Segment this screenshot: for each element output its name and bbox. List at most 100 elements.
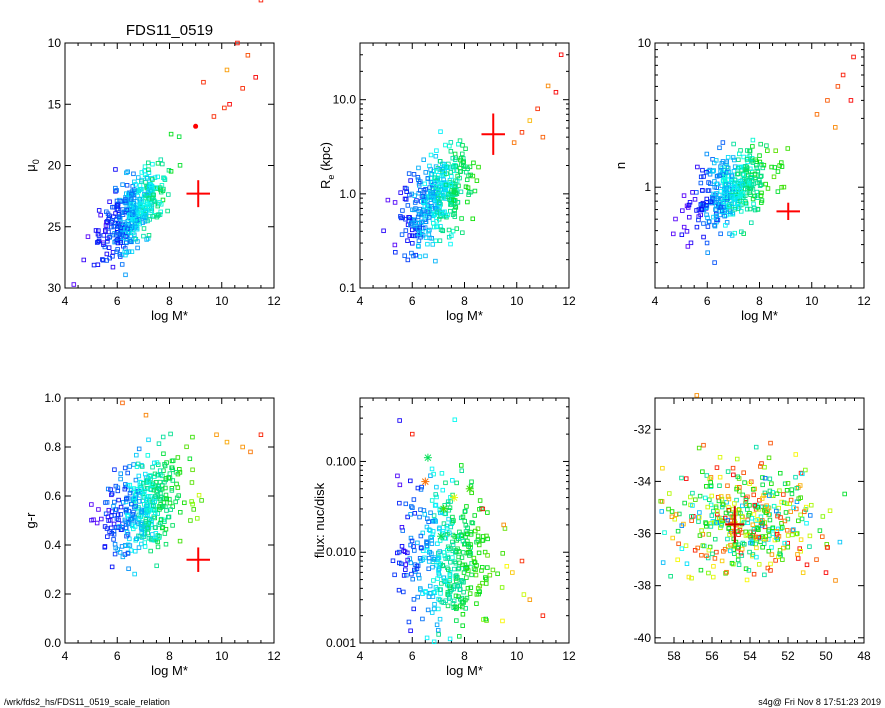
x-tick-label: 52	[781, 649, 795, 663]
scatter-point	[431, 578, 436, 583]
scatter-point	[415, 540, 420, 546]
scatter-point	[425, 228, 431, 234]
scatter-point	[706, 180, 711, 185]
scatter-point	[465, 199, 470, 205]
scatter-point	[790, 528, 795, 533]
scatter-point	[120, 500, 126, 505]
scatter-point	[781, 500, 787, 506]
scatter-point	[662, 530, 667, 535]
scatter-point	[427, 583, 433, 589]
scatter-point	[700, 167, 705, 173]
scatter-point	[502, 526, 508, 531]
x-tick-label: 8	[756, 294, 763, 308]
scatter-point	[796, 496, 801, 501]
scatter-point	[731, 157, 737, 163]
scatter-point	[779, 185, 784, 190]
scatter-point	[381, 228, 386, 234]
scatter-point	[114, 188, 119, 193]
scatter-point	[124, 170, 129, 176]
scatter-point	[451, 189, 457, 195]
scatter-point	[398, 214, 403, 219]
scatter-point	[699, 207, 704, 212]
scatter-point	[436, 526, 442, 532]
scatter-point	[500, 551, 505, 556]
scatter-point	[751, 492, 756, 498]
scatter-point	[454, 573, 459, 578]
scatter-point	[417, 254, 423, 259]
scatter-point	[426, 215, 432, 220]
scatter-point	[739, 514, 745, 519]
scatter-point	[755, 517, 760, 522]
scatter-point	[170, 523, 175, 528]
scatter-point	[187, 456, 193, 462]
scatter-point	[412, 567, 417, 573]
scatter-point	[143, 179, 148, 185]
scatter-point	[162, 176, 167, 181]
scatter-point	[434, 484, 439, 490]
scatter-point	[127, 482, 133, 488]
scatter-point	[708, 524, 714, 529]
scatter-point	[475, 533, 481, 539]
scatter-point	[731, 201, 737, 206]
x-tick-label: 10	[215, 294, 229, 308]
scatter-point	[468, 542, 473, 547]
scatter-point	[168, 431, 173, 437]
scatter-point	[706, 570, 711, 576]
scatter-point	[714, 465, 720, 470]
scatter-point	[740, 503, 745, 509]
scatter-point	[403, 228, 409, 233]
scatter-point	[148, 182, 154, 187]
scatter-point	[390, 558, 396, 563]
scatter-point	[85, 234, 91, 239]
scatter-point	[410, 576, 415, 582]
scatter-point	[417, 575, 422, 581]
scatter-point	[750, 522, 756, 528]
scatter-point	[718, 204, 724, 210]
scatter-point	[124, 529, 130, 535]
scatter-point	[728, 542, 733, 548]
extra-marker	[193, 123, 199, 129]
scatter-point	[433, 502, 439, 508]
scatter-point	[115, 240, 121, 246]
scatter-point	[393, 249, 398, 255]
scatter-point	[137, 183, 143, 188]
scatter-point	[443, 142, 448, 148]
scatter-point	[138, 514, 143, 519]
y-tick-label: 0.0	[44, 636, 61, 650]
scatter-point	[804, 562, 810, 568]
x-tick-label: 8	[461, 649, 468, 663]
scatter-point	[432, 503, 438, 508]
scatter-point	[747, 549, 752, 555]
scatter-point	[765, 148, 770, 153]
scatter-point	[694, 393, 700, 398]
scatter-point	[736, 532, 741, 537]
scatter-point	[751, 527, 757, 532]
scatter-point	[139, 179, 144, 184]
scatter-point	[410, 207, 415, 212]
scatter-point	[724, 188, 729, 194]
scatter-point	[666, 506, 671, 512]
scatter-point	[115, 223, 121, 228]
scatter-point	[696, 445, 702, 451]
x-tick-label: 12	[562, 649, 576, 663]
scatter-point	[735, 557, 741, 563]
highlight-galaxy-marker	[725, 506, 745, 543]
scatter-point	[450, 228, 456, 234]
scatter-point	[749, 515, 755, 521]
scatter-point	[471, 160, 476, 166]
scatter-point	[424, 539, 429, 544]
scatter-point	[450, 539, 455, 545]
scatter-point	[201, 79, 206, 85]
scatter-point	[159, 486, 165, 492]
scatter-point	[741, 172, 747, 178]
scatter-point	[785, 146, 791, 151]
scatter-point	[794, 531, 800, 536]
scatter-point	[145, 453, 151, 458]
scatter-point	[146, 535, 152, 541]
scatter-point	[485, 553, 490, 558]
scatter-point	[777, 163, 782, 168]
scatter-point	[411, 172, 417, 177]
scatter-point	[129, 517, 134, 522]
footer-path: /wrk/fds2_hs/FDS11_0519_scale_relation	[4, 697, 170, 707]
scatter-point	[725, 165, 731, 171]
